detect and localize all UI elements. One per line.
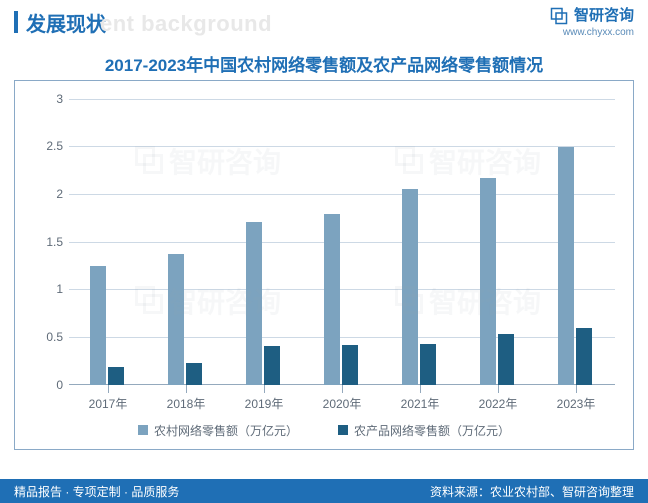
grid-line xyxy=(69,99,615,100)
header-title: 发展现状 xyxy=(26,8,106,37)
plot-area: 00.511.522.532017年2018年2019年2020年2021年20… xyxy=(69,99,615,385)
bar xyxy=(264,346,280,384)
bar xyxy=(420,344,436,384)
legend-swatch xyxy=(338,425,348,435)
bar xyxy=(324,214,340,385)
footer-right: 资料来源：农业农村部、智研咨询整理 xyxy=(430,483,634,500)
x-tick xyxy=(498,385,499,393)
y-tick-label: 1.5 xyxy=(46,235,69,249)
bar xyxy=(558,147,574,384)
y-tick-label: 0.5 xyxy=(46,330,69,344)
chart-title: 2017-2023年中国农村网络零售额及农产品网络零售额情况 xyxy=(0,51,648,76)
grid-line xyxy=(69,194,615,195)
bar xyxy=(108,367,124,384)
bar xyxy=(186,363,202,385)
header-left: 发展现状 ent background xyxy=(14,8,272,37)
bar xyxy=(498,334,514,385)
x-tick-label: 2023年 xyxy=(557,395,596,412)
bar xyxy=(168,254,184,385)
x-tick-label: 2019年 xyxy=(245,395,284,412)
x-tick-label: 2017年 xyxy=(89,395,128,412)
header-brand: 智研咨询 www.chyxx.com xyxy=(550,6,634,39)
x-tick xyxy=(576,385,577,393)
grid-line xyxy=(69,337,615,338)
legend-swatch xyxy=(138,425,148,435)
x-tick xyxy=(420,385,421,393)
y-tick-label: 0 xyxy=(56,378,69,392)
legend: 农村网络零售额（万亿元） 农产品网络零售额（万亿元） xyxy=(15,422,633,439)
y-tick-label: 2.5 xyxy=(46,139,69,153)
x-tick xyxy=(108,385,109,393)
legend-item: 农产品网络零售额（万亿元） xyxy=(338,422,510,439)
brand-name: 智研咨询 xyxy=(574,6,634,26)
x-tick xyxy=(342,385,343,393)
y-tick-label: 1 xyxy=(56,282,69,296)
x-tick-label: 2020年 xyxy=(323,395,362,412)
footer-left: 精品报告 · 专项定制 · 品质服务 xyxy=(14,483,179,500)
brand-url: www.chyxx.com xyxy=(550,26,634,39)
legend-label: 农产品网络零售额（万亿元） xyxy=(354,422,510,439)
grid-line xyxy=(69,242,615,243)
footer: 精品报告 · 专项定制 · 品质服务 资料来源：农业农村部、智研咨询整理 xyxy=(0,479,648,503)
header-ghost-text: ent background xyxy=(100,11,272,37)
bar xyxy=(576,328,592,384)
brand-logo-icon xyxy=(550,7,568,25)
x-tick-label: 2018年 xyxy=(167,395,206,412)
bar xyxy=(246,222,262,384)
header: 发展现状 ent background 智研咨询 www.chyxx.com xyxy=(0,0,648,41)
x-tick-label: 2021年 xyxy=(401,395,440,412)
legend-item: 农村网络零售额（万亿元） xyxy=(138,422,298,439)
x-tick xyxy=(264,385,265,393)
chart-container: 0 0.5 1 1.5 2 2.5 3 2017年 2018年 2019年 2020年 2021年 20… xyxy=(14,80,634,450)
bar xyxy=(90,266,106,384)
x-tick-label: 2022年 xyxy=(479,395,518,412)
grid-line xyxy=(69,289,615,290)
bar xyxy=(402,189,418,384)
y-tick-label: 3 xyxy=(56,92,69,106)
y-tick-label: 2 xyxy=(56,187,69,201)
bar xyxy=(342,345,358,384)
grid-line xyxy=(69,146,615,147)
x-tick xyxy=(186,385,187,393)
bar xyxy=(480,178,496,385)
legend-label: 农村网络零售额（万亿元） xyxy=(154,422,298,439)
header-accent-bar xyxy=(14,11,18,33)
